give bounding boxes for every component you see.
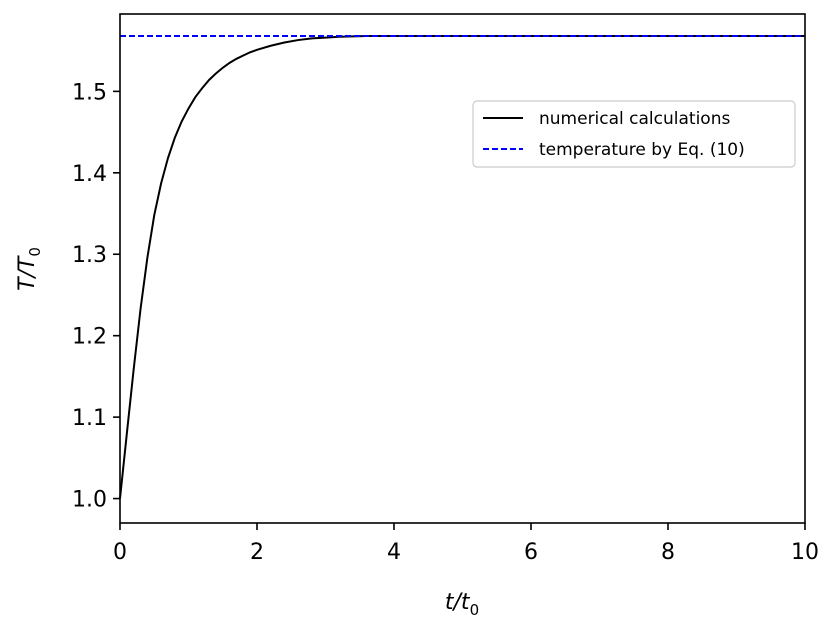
legend-label-equation: temperature by Eq. (10) bbox=[539, 140, 745, 160]
y-tick-label: 1.4 bbox=[72, 162, 107, 187]
x-tick-label: 10 bbox=[791, 540, 819, 565]
legend: numerical calculations temperature by Eq… bbox=[472, 100, 796, 168]
y-tick-label: 1.0 bbox=[72, 488, 107, 513]
ticks: 0 2 4 6 8 10 1.0 1.1 1.2 1.3 1.4 1.5 bbox=[72, 80, 819, 565]
x-tick-label: 0 bbox=[113, 540, 127, 565]
legend-box bbox=[472, 100, 796, 168]
plot-lines bbox=[119, 34, 805, 499]
y-tick-label: 1.2 bbox=[72, 325, 107, 350]
x-tick-label: 6 bbox=[524, 540, 538, 565]
y-tick-label: 1.5 bbox=[72, 80, 107, 105]
axes bbox=[119, 13, 806, 524]
x-tick-label: 8 bbox=[661, 540, 675, 565]
legend-label-numerical: numerical calculations bbox=[539, 109, 730, 129]
x-axis-label: t/t0 bbox=[445, 590, 479, 619]
y-axis-label: T/T0 bbox=[15, 247, 44, 291]
plot-frame bbox=[119, 13, 806, 524]
x-tick-label: 4 bbox=[387, 540, 401, 565]
y-tick-label: 1.3 bbox=[72, 243, 107, 268]
x-tick-label: 2 bbox=[250, 540, 264, 565]
y-tick-label: 1.1 bbox=[72, 406, 107, 431]
